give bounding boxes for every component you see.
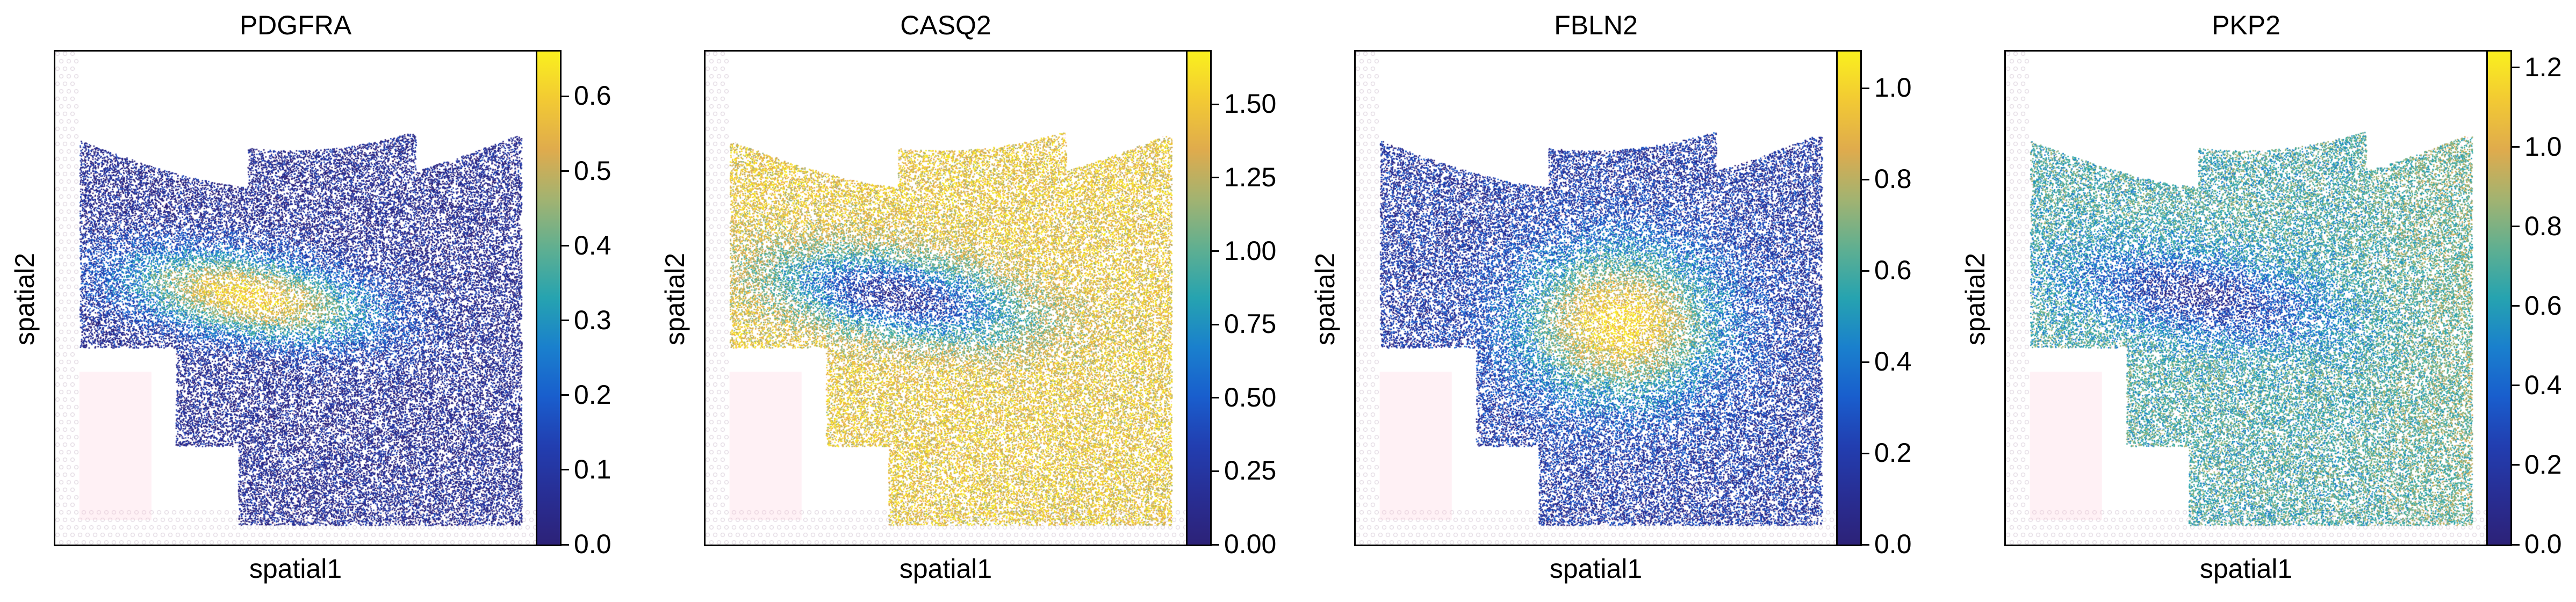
- colorbar-tick-label: 1.00: [1224, 235, 1277, 266]
- colorbar-tick-label: 0.2: [574, 379, 611, 410]
- colorbar-tick-label: 0.8: [1874, 164, 1912, 194]
- colorbar-tick-label: 0.6: [1874, 255, 1912, 285]
- panel-casq2: CASQ2 spatial2 spatial1 0.00 0.25 0.50 0.75…: [650, 0, 1295, 602]
- colorbar-tick: [1212, 323, 1219, 325]
- spatial-plot: [1354, 50, 1838, 546]
- colorbar-tick: [1862, 543, 1869, 546]
- colorbar-tick: [2512, 305, 2520, 307]
- colorbar-tick-label: 0.6: [574, 81, 611, 111]
- panel-title: FBLN2: [1554, 10, 1638, 40]
- colorbar-tick-label: 0.50: [1224, 382, 1277, 412]
- colorbar-tick-label: 0.25: [1224, 455, 1277, 486]
- tissue-spots: [1356, 52, 1836, 545]
- colorbar-tick: [2512, 464, 2520, 466]
- colorbar-tick-label: 0.1: [574, 454, 611, 484]
- colorbar-tick-label: 0.0: [2524, 529, 2562, 559]
- colorbar-tick-label: 1.50: [1224, 89, 1277, 119]
- panel-pdgfra: PDGFRA spatial2 spatial1 0.0 0.1 0.2 0.3 0.4…: [0, 0, 645, 602]
- panel-title: PKP2: [2212, 10, 2280, 40]
- panel-title: CASQ2: [900, 10, 991, 40]
- colorbar-tick: [562, 469, 569, 471]
- y-axis-label: spatial2: [1960, 252, 1991, 346]
- colorbar-tick: [1862, 178, 1869, 180]
- colorbar: 0.0 0.2 0.4 0.6 0.8 1.0: [1836, 50, 1912, 557]
- colorbar-tick-label: 0.2: [1874, 438, 1912, 468]
- x-axis-label: spatial1: [1549, 554, 1643, 584]
- tissue-spots: [55, 52, 536, 545]
- colorbar: 0.0 0.1 0.2 0.3 0.4 0.5 0.6: [536, 50, 611, 557]
- colorbar-tick-label: 1.0: [2524, 131, 2562, 162]
- colorbar-tick: [1212, 177, 1219, 179]
- spatial-plot: [704, 50, 1188, 546]
- colorbar-tick-label: 0.4: [2524, 369, 2562, 400]
- colorbar-tick: [2512, 543, 2520, 546]
- panel-fbln2: FBLN2 spatial2 spatial1 0.0 0.2 0.4 0.6 0.8 1…: [1300, 0, 1945, 602]
- colorbar-tick: [562, 245, 569, 247]
- colorbar-tick-label: 0.2: [2524, 449, 2562, 480]
- panel-pkp2: PKP2 spatial2 spatial1 0.0 0.2 0.4 0.6 0.8 1.…: [1951, 0, 2576, 602]
- colorbar-tick: [2512, 146, 2520, 148]
- y-axis-label: spatial2: [1310, 252, 1341, 346]
- colorbar-tick-label: 0.6: [2524, 290, 2562, 321]
- colorbar: 0.00 0.25 0.50 0.75 1.00 1.25 1.50: [1186, 50, 1276, 557]
- spatial-plot: [54, 50, 537, 546]
- colorbar-tick-label: 1.2: [2524, 52, 2562, 82]
- colorbar-tick-label: 0.4: [574, 230, 611, 260]
- colorbar-tick: [1862, 452, 1869, 454]
- colorbar-tick: [1212, 250, 1219, 252]
- colorbar-tick-label: 0.4: [1874, 346, 1912, 376]
- colorbar-tick: [562, 394, 569, 396]
- tissue-spots: [706, 52, 1186, 545]
- colorbar: 0.0 0.2 0.4 0.6 0.8 1.0 1.2: [2486, 50, 2562, 557]
- colorbar-tick-label: 0.3: [574, 304, 611, 335]
- x-axis-label: spatial1: [899, 554, 992, 584]
- colorbar-tick: [2512, 67, 2520, 69]
- y-axis-label: spatial2: [660, 252, 690, 346]
- colorbar-tick-label: 0.00: [1224, 529, 1277, 559]
- colorbar-tick: [1212, 103, 1219, 105]
- colorbar-tick: [1862, 361, 1869, 363]
- colorbar-tick: [1212, 397, 1219, 399]
- colorbar-tick: [1862, 87, 1869, 89]
- colorbar-tick-label: 0.0: [1874, 529, 1912, 559]
- x-axis-label: spatial1: [249, 554, 342, 584]
- x-axis-label: spatial1: [2199, 554, 2293, 584]
- colorbar-tick: [562, 170, 569, 172]
- colorbar-tick-label: 0.75: [1224, 309, 1277, 339]
- colorbar-tick: [562, 543, 569, 546]
- colorbar-tick: [1212, 470, 1219, 472]
- y-axis-label: spatial2: [10, 252, 40, 346]
- colorbar-tick-label: 0.8: [2524, 211, 2562, 241]
- colorbar-tick: [1862, 270, 1869, 272]
- colorbar-tick: [562, 95, 569, 97]
- colorbar-tick: [562, 320, 569, 322]
- spatial-plot: [2004, 50, 2488, 546]
- colorbar-tick-label: 0.5: [574, 155, 611, 186]
- colorbar-tick-label: 0.0: [574, 529, 611, 559]
- colorbar-tick: [1212, 543, 1219, 546]
- panel-title: PDGFRA: [239, 10, 352, 40]
- tissue-spots: [2006, 52, 2486, 545]
- colorbar-tick: [2512, 385, 2520, 387]
- colorbar-tick-label: 1.0: [1874, 72, 1912, 103]
- colorbar-tick: [2512, 226, 2520, 228]
- colorbar-tick-label: 1.25: [1224, 162, 1277, 192]
